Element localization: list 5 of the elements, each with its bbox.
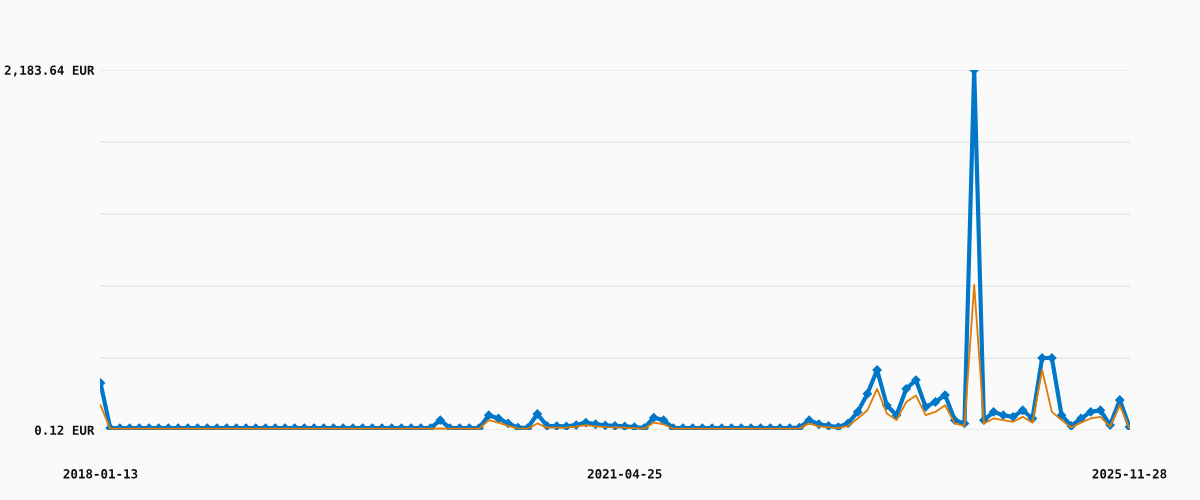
- x-tick-label: 2025-11-28: [1092, 469, 1167, 479]
- y-tick-label: 0.12 EUR: [34, 425, 95, 435]
- x-tick-label: 2021-04-25: [587, 469, 662, 479]
- y-tick-label: 2,183.64 EUR: [4, 65, 95, 77]
- x-tick-label: 2018-01-13: [63, 469, 138, 479]
